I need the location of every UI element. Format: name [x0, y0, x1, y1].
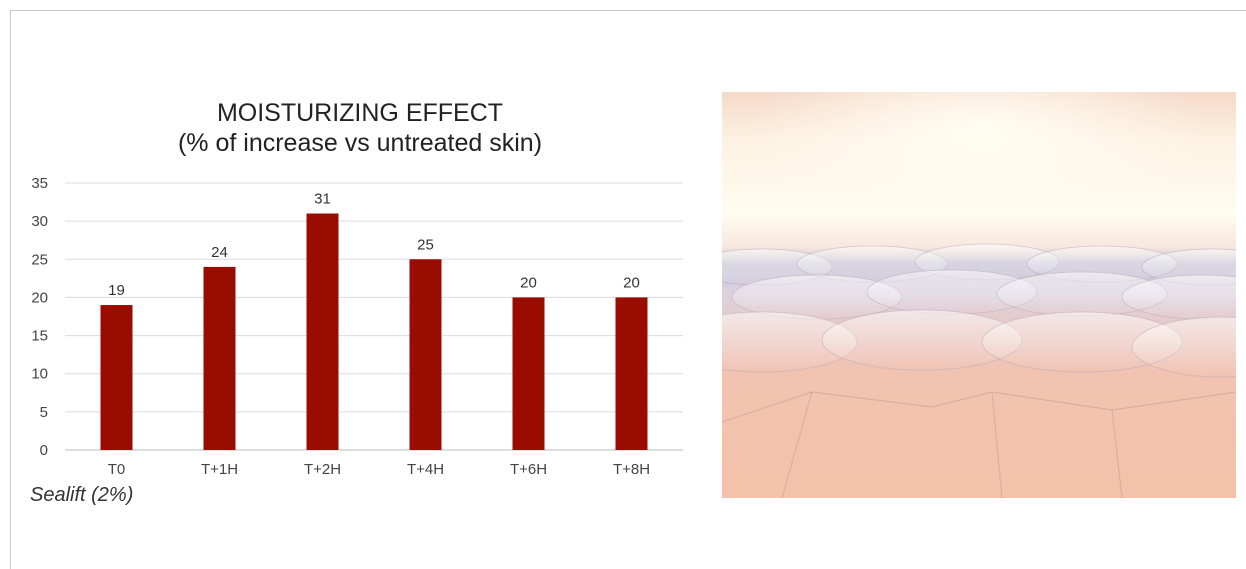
chart-title-line1: MOISTURIZING EFFECT	[216, 99, 504, 127]
x-tick-label: T+2H	[304, 461, 341, 478]
x-tick-label: T+4H	[407, 461, 444, 478]
bar	[512, 297, 545, 450]
slide-border-left	[10, 10, 11, 569]
chart-title-line2: (% of increase vs untreated skin)	[177, 129, 543, 157]
data-label: 25	[417, 236, 434, 253]
y-tick-label: 15	[31, 328, 48, 345]
y-tick-label: 5	[40, 404, 48, 421]
bar	[100, 305, 133, 450]
data-label: 20	[623, 274, 640, 291]
footnote: Sealift (2%)	[30, 484, 134, 506]
y-tick-label: 25	[31, 251, 48, 268]
slide-border-top	[10, 10, 1246, 11]
data-label: 31	[314, 191, 331, 208]
bar	[306, 213, 339, 450]
skin-surface-image	[722, 92, 1236, 498]
bar	[615, 297, 648, 450]
x-tick-label: T+6H	[510, 461, 547, 478]
bar	[203, 266, 236, 450]
x-tick-label: T0	[108, 461, 126, 478]
x-tick-label: T+1H	[201, 461, 238, 478]
y-tick-label: 0	[40, 442, 48, 459]
y-tick-label: 10	[31, 366, 48, 383]
y-tick-label: 20	[31, 289, 48, 306]
x-tick-label: T+8H	[613, 461, 650, 478]
data-label: 24	[211, 244, 228, 261]
bar	[409, 259, 442, 450]
y-tick-label: 30	[31, 213, 48, 230]
data-label: 20	[520, 274, 537, 291]
chart-title: MOISTURIZING EFFECT (% of increase vs un…	[110, 98, 610, 158]
y-tick-label: 35	[31, 175, 48, 192]
data-label: 19	[108, 282, 125, 299]
bar-chart: 0 5 10 15 20 25 30 35 19 T0 24 T+1H 31 T+2H 25 T+4H 20 T+…	[31, 175, 683, 478]
